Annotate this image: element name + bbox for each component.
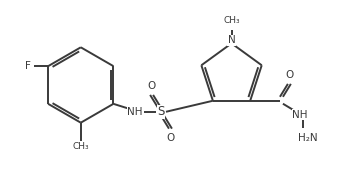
Text: O: O	[167, 133, 175, 143]
Text: N: N	[228, 35, 235, 45]
Text: H₂N: H₂N	[298, 133, 318, 143]
Text: NH: NH	[127, 107, 143, 117]
Text: F: F	[25, 61, 31, 71]
Text: O: O	[147, 81, 155, 91]
Text: CH₃: CH₃	[73, 142, 89, 151]
Text: O: O	[286, 70, 294, 80]
Text: CH₃: CH₃	[223, 16, 240, 25]
Text: S: S	[157, 105, 165, 118]
Text: NH: NH	[292, 110, 308, 120]
